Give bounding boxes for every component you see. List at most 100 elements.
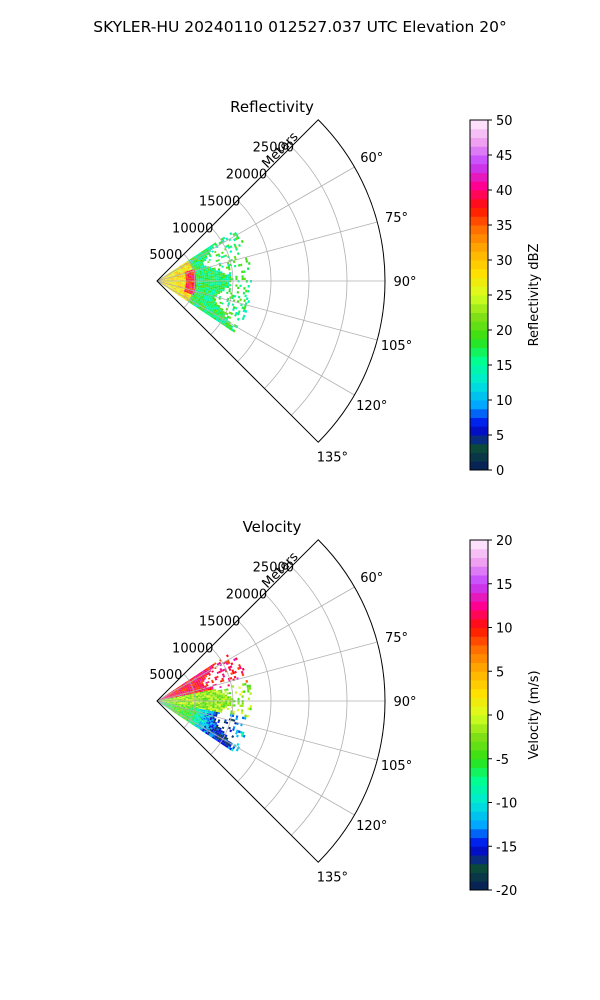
data-cell (164, 704, 167, 706)
data-cell (213, 719, 216, 722)
data-cell (177, 701, 180, 702)
colorbar-label: Reflectivity dBZ (527, 244, 542, 347)
data-cell (208, 701, 211, 704)
data-cell (177, 284, 180, 286)
data-cell (188, 264, 191, 267)
data-cell (168, 276, 171, 278)
data-cell (189, 266, 192, 269)
data-cell (238, 686, 241, 689)
data-cell (199, 715, 203, 718)
data-cell (187, 287, 190, 289)
data-cell (171, 279, 174, 281)
data-cell (202, 702, 205, 705)
data-cell (179, 696, 182, 698)
data-cell (175, 267, 179, 270)
data-cell (216, 736, 220, 740)
data-cell (227, 282, 230, 285)
data-cell (183, 694, 186, 696)
data-cell (212, 314, 216, 318)
colorbar-segment (470, 400, 488, 410)
data-cell (195, 680, 198, 683)
data-cell (248, 684, 251, 688)
data-cell (183, 291, 186, 294)
data-cell (186, 270, 189, 273)
data-cell (186, 692, 190, 694)
data-cell (201, 690, 204, 692)
data-cell (236, 252, 240, 256)
data-cell (202, 697, 205, 700)
data-cell (200, 256, 203, 259)
data-cell (206, 693, 209, 696)
data-cell (174, 291, 177, 294)
data-cell (214, 243, 218, 247)
data-cell (204, 281, 207, 284)
data-cell (179, 277, 182, 279)
data-cell (212, 704, 215, 707)
data-cell (165, 282, 168, 283)
data-cell (184, 681, 187, 684)
data-cell (162, 703, 165, 705)
data-cell (201, 257, 204, 260)
data-cell (170, 706, 173, 708)
data-cell (192, 279, 195, 281)
data-cell (201, 683, 204, 686)
data-cell (193, 303, 197, 306)
data-cell (195, 286, 198, 289)
data-cell (241, 716, 245, 720)
data-cell (200, 284, 203, 286)
data-cell (187, 704, 190, 706)
colorbar-segment (470, 443, 488, 453)
data-cell (208, 673, 212, 676)
data-cell (231, 685, 235, 688)
data-cell (163, 285, 166, 287)
data-cell (179, 701, 182, 703)
data-cell (179, 281, 182, 283)
data-cell (208, 716, 211, 719)
data-cell (199, 274, 203, 276)
data-cell (163, 701, 166, 703)
data-cell (190, 271, 194, 274)
data-cell (202, 281, 205, 284)
data-cell (225, 237, 229, 241)
data-cell (225, 662, 229, 666)
data-cell (198, 701, 201, 703)
data-cell (236, 317, 240, 321)
data-cell (188, 294, 192, 297)
data-cell (178, 273, 181, 275)
data-cell (183, 292, 186, 294)
data-cell (229, 676, 233, 680)
data-cell (174, 706, 177, 708)
data-cell (179, 270, 182, 272)
data-cell (196, 282, 199, 284)
data-cell (173, 271, 176, 273)
data-cell (196, 687, 199, 690)
data-cell (216, 273, 219, 276)
data-cell (183, 267, 186, 270)
data-cell (199, 300, 203, 303)
colorbar-segment (470, 566, 488, 576)
data-cell (175, 701, 178, 703)
data-cell (173, 699, 176, 701)
data-cell (199, 691, 202, 694)
data-cell (177, 271, 181, 273)
data-cell (191, 722, 195, 725)
data-cell (179, 294, 182, 297)
data-cell (179, 714, 182, 717)
data-cell (182, 272, 185, 274)
data-cell (208, 686, 212, 689)
data-cell (202, 275, 205, 277)
data-cell (179, 276, 182, 278)
data-cell (162, 697, 165, 699)
data-cell (176, 706, 179, 709)
data-cell (216, 308, 220, 311)
data-cell (164, 696, 167, 698)
data-cell (195, 271, 198, 274)
data-cell (172, 290, 175, 293)
data-cell (207, 727, 211, 731)
data-cell (171, 701, 174, 703)
data-cell (198, 276, 201, 279)
data-cell (198, 687, 201, 689)
data-cell (168, 275, 171, 277)
data-cell (200, 727, 204, 730)
data-cell (240, 239, 244, 244)
